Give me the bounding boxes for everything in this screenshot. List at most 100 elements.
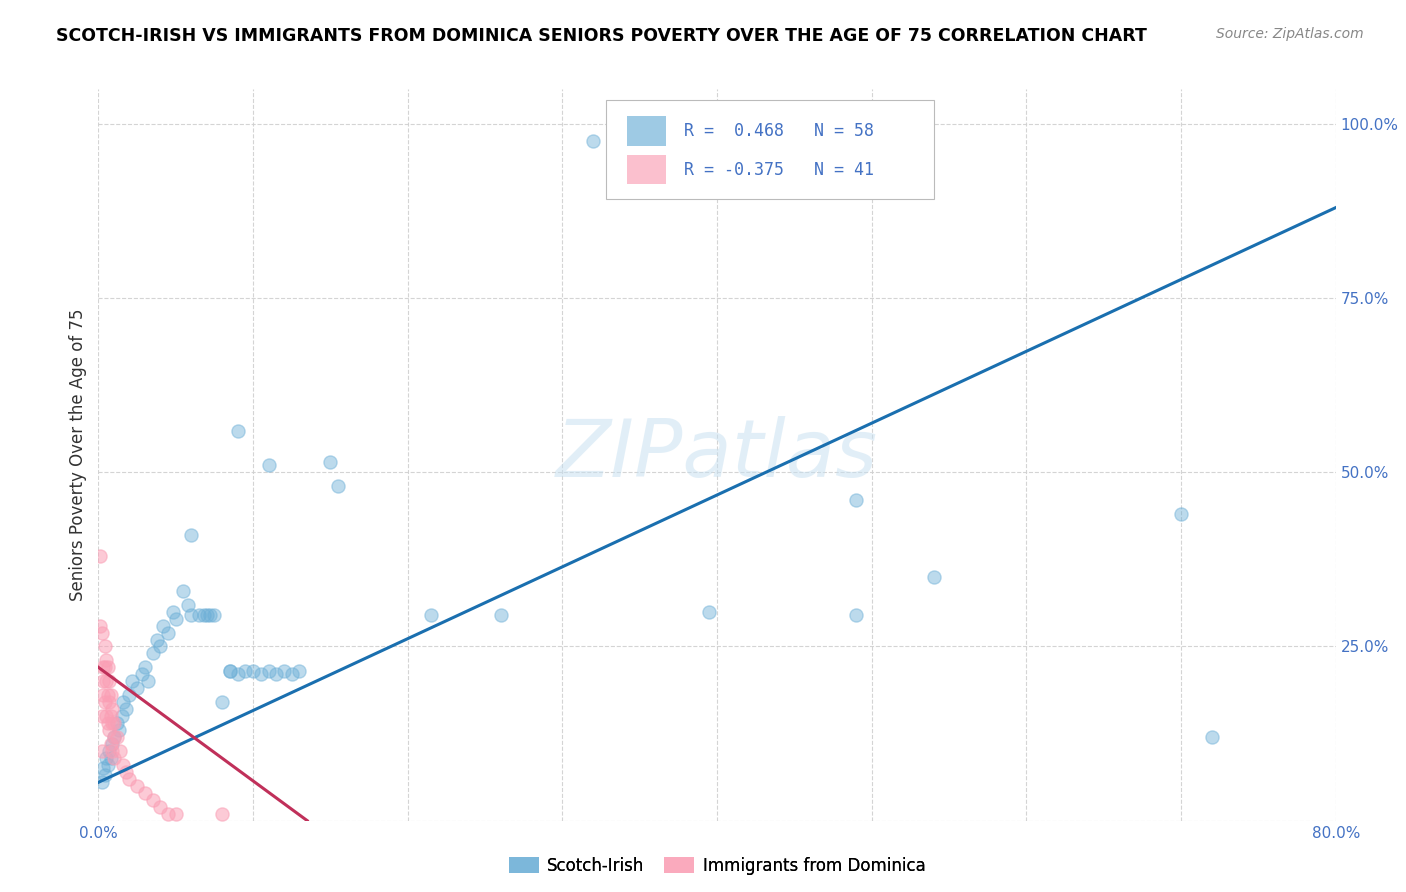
Point [193,608,215,623]
Point [1201,730,1223,744]
Point [219,664,242,678]
FancyBboxPatch shape [606,100,934,199]
Text: ZIPatlas: ZIPatlas [555,416,879,494]
Point [141,793,165,807]
Point [219,664,242,678]
Point [107,723,129,737]
Point [195,608,218,623]
Point [91,674,114,689]
Point [845,493,868,508]
Point [211,695,233,709]
Text: Source: ZipAtlas.com: Source: ZipAtlas.com [1216,27,1364,41]
Legend: Scotch-Irish, Immigrants from Dominica: Scotch-Irish, Immigrants from Dominica [502,850,932,882]
Point [699,605,721,619]
Point [319,455,342,469]
Point [103,730,125,744]
Point [127,681,149,696]
Point [188,608,211,623]
Point [157,806,180,821]
Point [165,806,187,821]
Point [666,135,689,149]
Point [101,737,124,751]
Point [112,758,135,772]
Point [112,695,135,709]
Text: R =  0.468   N = 58: R = 0.468 N = 58 [683,122,873,140]
Point [180,608,202,623]
Point [93,640,115,654]
Point [98,723,121,737]
Point [204,608,226,623]
Point [281,667,304,681]
Point [100,688,122,702]
Point [226,424,249,438]
Point [419,608,441,623]
Point [96,709,118,723]
Point [103,730,125,744]
Point [97,716,120,731]
Point [134,660,156,674]
Point [582,135,605,149]
Point [97,688,120,702]
Point [105,730,128,744]
Point [149,640,172,654]
Point [180,528,202,542]
Point [177,598,200,612]
Point [101,702,124,716]
Point [105,716,128,731]
Point [96,674,118,689]
Point [242,664,264,678]
Point [157,625,180,640]
Point [101,716,124,731]
Point [489,608,512,623]
Text: SCOTCH-IRISH VS IMMIGRANTS FROM DOMINICA SENIORS POVERTY OVER THE AGE OF 75 CORR: SCOTCH-IRISH VS IMMIGRANTS FROM DOMINICA… [56,27,1147,45]
Point [89,618,111,632]
Point [100,709,122,723]
Point [152,618,174,632]
Point [100,737,122,751]
Point [96,751,118,765]
Point [628,135,651,149]
Point [100,751,122,765]
Point [90,625,112,640]
Point [250,667,273,681]
Point [98,695,121,709]
Point [93,660,115,674]
FancyBboxPatch shape [627,116,666,145]
Point [131,667,153,681]
Point [101,744,124,758]
Point [97,758,120,772]
Point [146,632,169,647]
Point [90,775,112,789]
Point [90,709,112,723]
Point [98,674,121,689]
Point [98,744,121,758]
Point [115,764,138,779]
Point [198,608,221,623]
Point [108,744,131,758]
Point [211,806,233,821]
Point [134,786,156,800]
Point [93,695,115,709]
Y-axis label: Seniors Poverty Over the Age of 75: Seniors Poverty Over the Age of 75 [69,309,87,601]
Point [233,664,257,678]
Point [326,479,350,493]
Point [257,458,280,473]
Point [141,647,165,661]
Point [922,570,945,584]
Point [118,688,141,702]
Point [118,772,141,786]
Point [111,709,132,723]
Point [162,605,184,619]
Point [93,768,115,782]
Point [90,744,112,758]
Point [273,664,295,678]
Point [103,751,125,765]
Point [91,761,114,775]
Point [136,674,159,689]
Point [264,667,288,681]
Point [91,688,114,702]
Text: R = -0.375   N = 41: R = -0.375 N = 41 [683,161,873,178]
Point [165,612,187,626]
Point [127,779,149,793]
Point [89,549,111,563]
